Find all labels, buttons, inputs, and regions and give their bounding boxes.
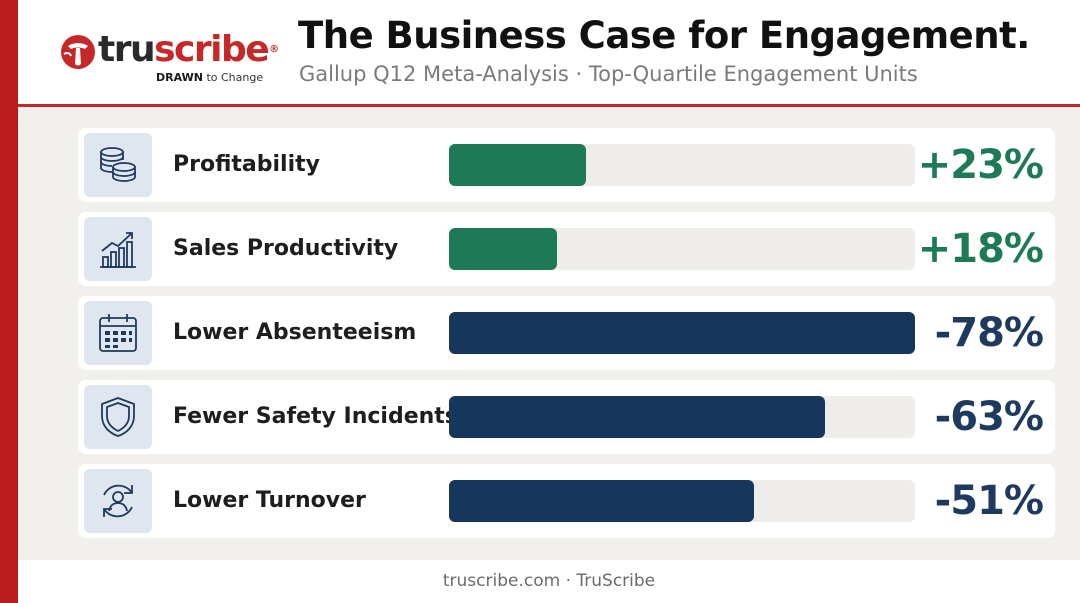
logo-word-highlight: scribe [154,29,270,70]
bar-track [449,396,915,438]
category-label: Lower Absenteeism [173,320,417,345]
brand-logo[interactable]: truscribe® DRAWN to Change [58,22,279,88]
logo-tagline-rest: to Change [202,71,264,84]
bar-row: Profitability +23% [78,128,1055,202]
logo-tagline: DRAWN to Change [156,71,263,84]
page-title: The Business Case for Engagement. [298,14,1030,57]
header [18,0,1080,104]
bar-row: Sales Productivity +18% [78,212,1055,286]
bar-row: Lower Turnover -51% [78,464,1055,538]
calendar-icon [84,301,152,365]
page-subtitle: Gallup Q12 Meta-Analysis · Top-Quartile … [299,62,918,86]
category-label: Profitability [173,152,320,177]
bar-row: Fewer Safety Incidents -63% [78,380,1055,454]
data-label: -51% [934,478,1044,524]
data-label: -63% [934,394,1044,440]
category-label: Fewer Safety Incidents [173,404,458,429]
header-divider [18,104,1080,107]
growth-chart-icon [84,217,152,281]
bar-track [449,228,915,270]
logo-tagline-bold: DRAWN [156,71,203,84]
turnover-icon [84,469,152,533]
category-label: Lower Turnover [173,488,366,513]
chart-area: Profitability +23% Sales Productivity +18% L… [18,107,1080,560]
bar-track [449,144,915,186]
coins-icon [84,133,152,197]
bar [449,312,915,354]
bar-row: Lower Absenteeism -78% [78,296,1055,370]
bar [449,228,557,270]
bar [449,144,586,186]
logo-mark-icon [61,35,95,69]
data-label: -78% [934,310,1044,356]
bar [449,396,825,438]
logo-wordmark: truscribe® [98,28,279,72]
shield-icon [84,385,152,449]
category-label: Sales Productivity [173,236,399,261]
left-accent-bar [0,0,18,603]
bar [449,480,754,522]
footer-credit: truscribe.com · TruScribe [18,560,1080,603]
logo-word-prefix: tru [98,29,156,70]
data-label: +18% [917,226,1044,272]
bar-track [449,480,915,522]
logo-registered-mark: ® [269,44,279,55]
data-label: +23% [917,142,1044,188]
bar-track [449,312,915,354]
